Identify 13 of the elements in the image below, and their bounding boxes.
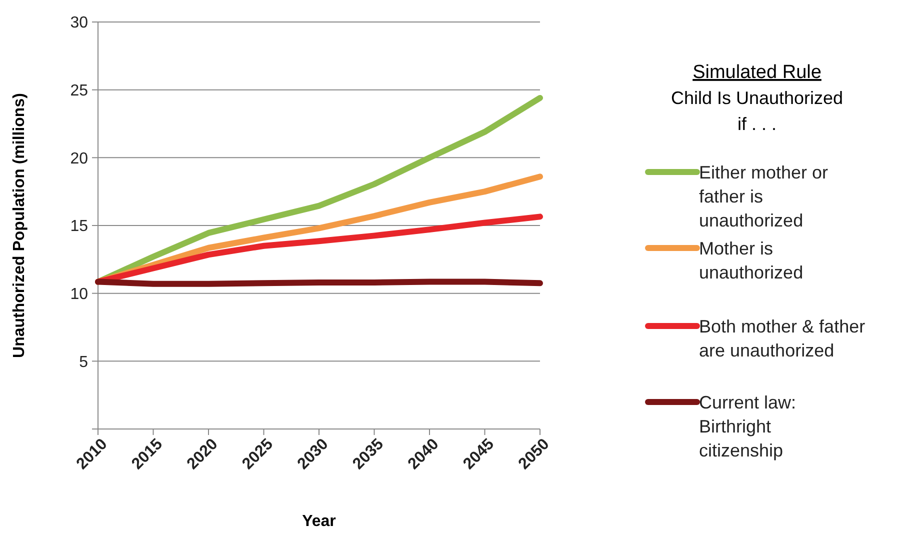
y-tick-label: 20	[70, 150, 88, 168]
y-tick-label: 25	[70, 82, 88, 100]
y-tick-label: 10	[70, 286, 88, 303]
legend-label: Either mother or father is unauthorized	[699, 162, 828, 230]
y-axis-title: Unauthorized Population (millions)	[11, 93, 28, 358]
y-tick-label: 15	[70, 218, 88, 236]
legend-label: Mother is unauthorized	[699, 238, 804, 282]
y-tick-label: 30	[70, 14, 88, 32]
y-tick-label: 5	[79, 354, 88, 371]
legend-title: Simulated Rule Child Is Unauthorized if . . .	[670, 62, 844, 134]
legend-label: Current law: Birthright citizenship	[699, 392, 796, 460]
x-axis-title: Year	[302, 513, 336, 530]
legend-label: Both mother & father are unauthorized	[699, 316, 866, 360]
